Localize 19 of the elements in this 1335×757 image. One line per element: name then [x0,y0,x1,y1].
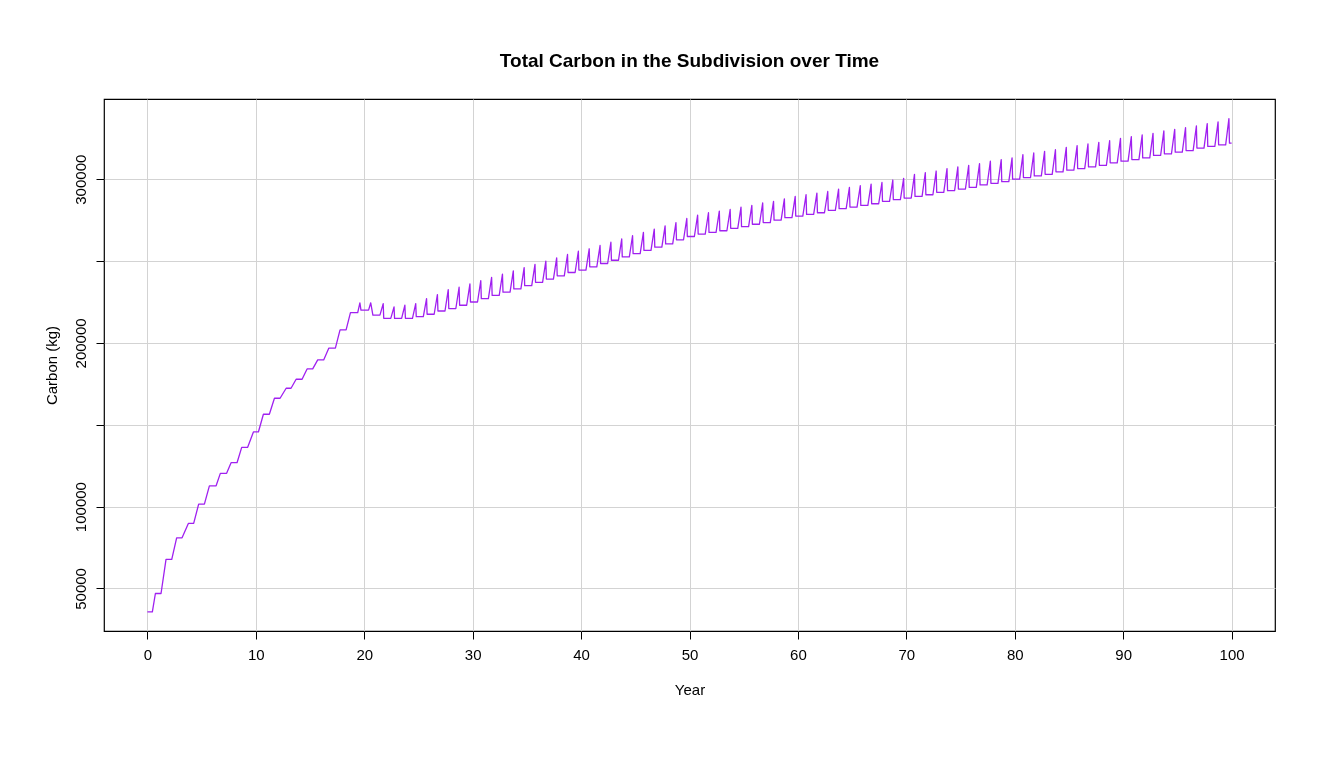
x-tick-label: 80 [1006,645,1024,663]
x-tick-label: 30 [464,645,482,663]
y-tick-label: 200000 [71,318,89,369]
x-tick-label: 50 [681,645,699,663]
y-tick-label: 300000 [71,154,89,205]
x-axis-title: Year [674,680,706,698]
x-tick-label: 60 [790,645,807,663]
x-tick-label: 100 [1219,645,1245,663]
chart-title: Total Carbon in the Subdivision over Time [499,50,880,71]
x-tick-label: 0 [143,645,153,663]
x-tick-label: 70 [898,645,916,663]
y-tick-label: 50000 [71,568,89,610]
x-tick-label: 40 [573,645,590,663]
x-tick-label: 10 [247,645,265,663]
y-axis-title: Carbon (kg) [42,325,60,406]
line-series [146,117,1233,613]
y-tick-label: 100000 [71,482,89,533]
x-tick-label: 90 [1115,645,1133,663]
x-tick-label: 20 [356,645,374,663]
